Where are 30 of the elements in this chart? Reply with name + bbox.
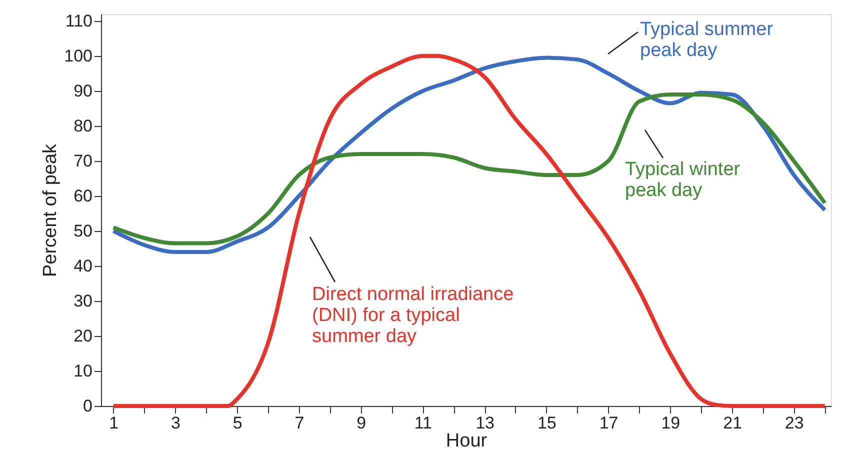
x-tick-label: 11 [414,414,432,432]
x-tick-label: 1 [109,414,119,432]
x-tick-label: 19 [661,414,680,432]
line-series [111,92,827,246]
x-tick-label: 7 [294,414,304,432]
y-tick-label: 50 [74,222,92,240]
x-axis-title: Hour [446,430,488,452]
x-tick-label: 5 [232,414,242,432]
x-tick-label: 3 [171,414,180,432]
x-tick-label: 17 [599,414,618,432]
y-axis-title: Percent of peak [40,143,62,278]
x-tick-label: 15 [537,414,556,432]
x-tick-label: 21 [723,414,742,432]
y-tick-label: 100 [64,46,92,66]
y-tick-label: 10 [74,362,92,380]
y-tick-label: 70 [74,152,92,170]
y-tick-label: 60 [74,186,92,206]
y-tick-label: 110 [65,12,92,30]
y-tick-label: 30 [74,292,92,310]
x-tick-label: 13 [476,414,495,432]
x-tick-label: 23 [784,414,804,432]
y-tick-label: 20 [74,326,92,346]
y-tick-label: 0 [83,396,92,416]
y-tick-label: 80 [74,116,92,136]
y-tick-label: 40 [74,256,92,276]
y-tick-label: 90 [74,82,92,100]
annotation: Direct normal irradiance (DNI) for a typical summer day [312,284,514,347]
annotation: Typical summer peak day [640,19,774,61]
x-tick-label: 9 [356,414,366,432]
annotation: Typical winter peak day [625,159,741,201]
